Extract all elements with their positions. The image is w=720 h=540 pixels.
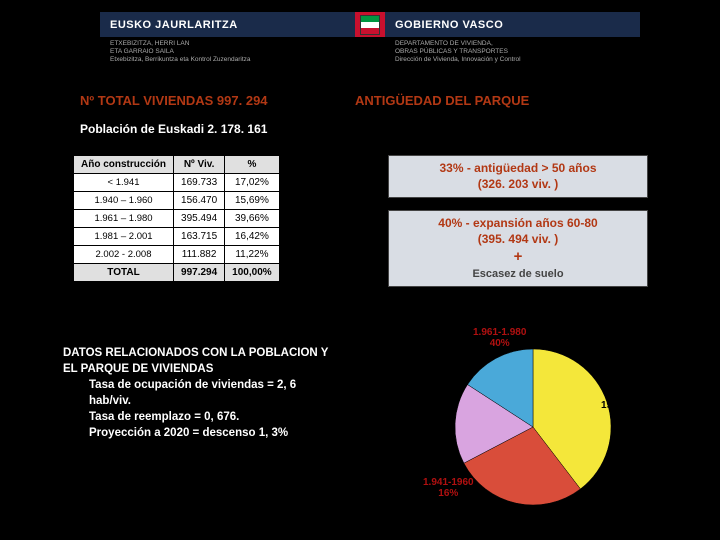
section-titles: Nº TOTAL VIVIENDAS 997. 294 ANTIGÜEDAD D…	[80, 93, 660, 108]
gov-header: EUSKO JAURLARITZA GOBIERNO VASCO ETXEBIZ…	[100, 12, 640, 67]
crest-icon	[355, 12, 385, 37]
info-box-33: 33% - antigüedad > 50 años (326. 203 viv…	[388, 155, 648, 198]
datos-l3: Tasa de reemplazo = 0, 676.	[63, 409, 393, 425]
box40-plus: +	[393, 247, 643, 267]
cell-pct: 16,42%	[225, 228, 279, 246]
cell-viv: 169.733	[174, 174, 225, 192]
header-bar: EUSKO JAURLARITZA GOBIERNO VASCO	[100, 12, 640, 37]
pie-label: 1.961-1.98040%	[473, 327, 526, 349]
header-right-sub: DEPARTAMENTO DE VIVIENDA, OBRAS PÚBLICAS…	[355, 40, 640, 63]
cell-total-pct: 100,00%	[225, 264, 279, 282]
cell-year: < 1.941	[74, 174, 174, 192]
cell-viv: 163.715	[174, 228, 225, 246]
pie-label: 1981-200828%	[601, 400, 649, 422]
construction-table: Año construcción Nº Viv. % < 1.941169.73…	[73, 155, 280, 282]
info-box-40: 40% - expansión años 60-80 (395. 494 viv…	[388, 210, 648, 287]
table-total-row: TOTAL997.294100,00%	[74, 264, 280, 282]
poblacion-text: Población de Euskadi 2. 178. 161	[80, 122, 267, 136]
cell-total-label: TOTAL	[74, 264, 174, 282]
datos-l2: hab/viv.	[63, 393, 393, 409]
box40-line1: 40% - expansión años 60-80	[393, 216, 643, 232]
table-row: 2.002 - 2.008111.88211,22%	[74, 246, 280, 264]
table-row: 1.981 – 2.001163.71516,42%	[74, 228, 280, 246]
th-viv: Nº Viv.	[174, 156, 225, 174]
cell-viv: 156.470	[174, 192, 225, 210]
pie-svg	[408, 325, 658, 530]
header-right-title: GOBIERNO VASCO	[385, 19, 640, 31]
header-left-title: EUSKO JAURLARITZA	[100, 19, 355, 31]
cell-year: 2.002 - 2.008	[74, 246, 174, 264]
datos-l1: Tasa de ocupación de viviendas = 2, 6	[63, 377, 393, 393]
box33-line1: 33% - antigüedad > 50 años	[393, 161, 643, 177]
datos-block: DATOS RELACIONADOS CON LA POBLACION Y EL…	[63, 345, 393, 442]
cell-viv: 111.882	[174, 246, 225, 264]
cell-total-viv: 997.294	[174, 264, 225, 282]
box40-line3: Escasez de suelo	[393, 267, 643, 281]
table-row: 1.961 – 1.980395.49439,66%	[74, 210, 280, 228]
title-total-viviendas: Nº TOTAL VIVIENDAS 997. 294	[80, 93, 355, 108]
cell-viv: 395.494	[174, 210, 225, 228]
box33-line2: (326. 203 viv. )	[393, 177, 643, 193]
header-sub: ETXEBIZITZA, HERRI LAN ETA GARRAIO SAILA…	[100, 40, 640, 63]
pie-label: 1.941-196016%	[423, 477, 474, 499]
th-year: Año construcción	[74, 156, 174, 174]
table-row: < 1.941169.73317,02%	[74, 174, 280, 192]
table-row: 1.940 – 1.960156.47015,69%	[74, 192, 280, 210]
cell-pct: 11,22%	[225, 246, 279, 264]
cell-year: 1.981 – 2.001	[74, 228, 174, 246]
pie-label: < 1.94117%	[550, 503, 584, 525]
cell-pct: 39,66%	[225, 210, 279, 228]
datos-title1: DATOS RELACIONADOS CON LA POBLACION Y	[63, 345, 393, 361]
cell-year: 1.940 – 1.960	[74, 192, 174, 210]
cell-pct: 17,02%	[225, 174, 279, 192]
cell-year: 1.961 – 1.980	[74, 210, 174, 228]
header-left-sub: ETXEBIZITZA, HERRI LAN ETA GARRAIO SAILA…	[100, 40, 355, 63]
table-header-row: Año construcción Nº Viv. %	[74, 156, 280, 174]
th-pct: %	[225, 156, 279, 174]
pie-chart: 1.961-1.98040% 1981-200828% < 1.94117% 1.94…	[408, 325, 658, 530]
datos-l4: Proyección a 2020 = descenso 1, 3%	[63, 425, 393, 441]
cell-pct: 15,69%	[225, 192, 279, 210]
datos-title2: EL PARQUE DE VIVIENDAS	[63, 361, 393, 377]
title-antiguedad: ANTIGÜEDAD DEL PARQUE	[355, 93, 529, 108]
box40-line2: (395. 494 viv. )	[393, 232, 643, 248]
